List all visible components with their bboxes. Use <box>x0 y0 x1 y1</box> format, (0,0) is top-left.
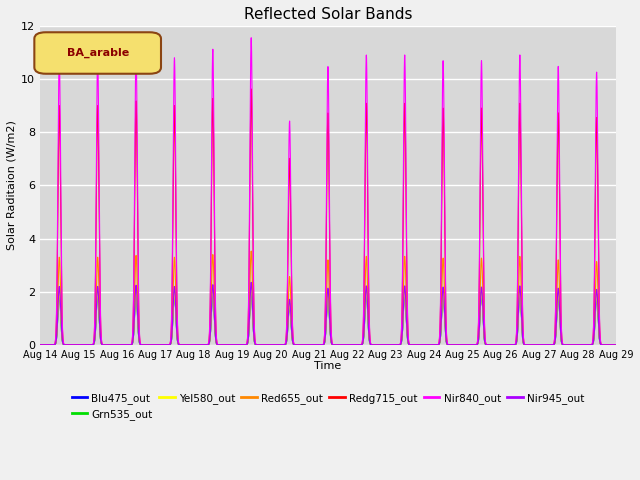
Grn535_out <box>490 342 497 348</box>
Redg715_out <box>248 86 255 92</box>
FancyBboxPatch shape <box>35 32 161 74</box>
Red655_out <box>408 342 415 348</box>
Line: Redg715_out: Redg715_out <box>40 89 616 345</box>
Red655_out <box>490 342 497 348</box>
Red655_out <box>612 342 620 348</box>
Blu475_out <box>159 342 167 348</box>
Blu475_out <box>610 342 618 348</box>
Yel580_out <box>252 342 259 348</box>
Grn535_out <box>252 342 259 348</box>
Grn535_out <box>610 342 618 348</box>
Yel580_out <box>159 342 167 348</box>
Yel580_out <box>610 342 618 348</box>
Nir945_out <box>159 342 167 348</box>
Red655_out <box>154 342 161 348</box>
Redg715_out <box>408 342 415 348</box>
Line: Grn535_out: Grn535_out <box>40 288 616 345</box>
Blu475_out <box>252 342 259 348</box>
Redg715_out <box>36 342 44 348</box>
Nir945_out <box>408 342 415 348</box>
Red655_out <box>610 342 618 348</box>
Grn535_out <box>408 342 415 348</box>
Blu475_out <box>36 342 44 348</box>
Nir945_out <box>248 279 255 285</box>
Redg715_out <box>159 342 167 348</box>
Blu475_out <box>612 342 620 348</box>
Grn535_out <box>154 342 161 348</box>
Nir840_out <box>154 342 161 348</box>
Nir945_out <box>154 342 161 348</box>
Nir840_out <box>36 342 44 348</box>
Grn535_out <box>248 285 255 291</box>
Red655_out <box>159 342 167 348</box>
Yel580_out <box>154 342 161 348</box>
Redg715_out <box>612 342 620 348</box>
Redg715_out <box>154 342 161 348</box>
Yel580_out <box>408 342 415 348</box>
Red655_out <box>252 342 259 348</box>
Line: Red655_out: Red655_out <box>40 251 616 345</box>
Legend: Blu475_out, Grn535_out, Yel580_out, Red655_out, Redg715_out, Nir840_out, Nir945_: Blu475_out, Grn535_out, Yel580_out, Red6… <box>67 388 588 424</box>
Yel580_out <box>490 342 497 348</box>
Nir840_out <box>248 35 255 41</box>
Redg715_out <box>252 341 259 347</box>
Line: Blu475_out: Blu475_out <box>40 288 616 345</box>
Blu475_out <box>490 342 497 348</box>
Nir840_out <box>252 341 259 347</box>
Nir840_out <box>612 342 620 348</box>
Nir840_out <box>490 342 497 348</box>
Nir840_out <box>408 342 415 348</box>
Line: Nir840_out: Nir840_out <box>40 38 616 345</box>
Nir945_out <box>612 342 620 348</box>
Red655_out <box>248 248 255 254</box>
Redg715_out <box>490 342 497 348</box>
Yel580_out <box>36 342 44 348</box>
Nir840_out <box>610 342 618 348</box>
Nir840_out <box>159 342 167 348</box>
Nir945_out <box>610 342 618 348</box>
Grn535_out <box>612 342 620 348</box>
Title: Reflected Solar Bands: Reflected Solar Bands <box>244 7 412 22</box>
Nir945_out <box>490 342 497 348</box>
Grn535_out <box>159 342 167 348</box>
Redg715_out <box>610 342 618 348</box>
Blu475_out <box>248 285 255 291</box>
Nir945_out <box>36 342 44 348</box>
Blu475_out <box>154 342 161 348</box>
Red655_out <box>36 342 44 348</box>
Blu475_out <box>408 342 415 348</box>
Nir945_out <box>252 342 259 348</box>
X-axis label: Time: Time <box>314 361 342 371</box>
Yel580_out <box>612 342 620 348</box>
Line: Nir945_out: Nir945_out <box>40 282 616 345</box>
Grn535_out <box>36 342 44 348</box>
Text: BA_arable: BA_arable <box>67 48 129 58</box>
Line: Yel580_out: Yel580_out <box>40 288 616 345</box>
Yel580_out <box>248 285 255 291</box>
Y-axis label: Solar Raditaion (W/m2): Solar Raditaion (W/m2) <box>7 120 17 251</box>
